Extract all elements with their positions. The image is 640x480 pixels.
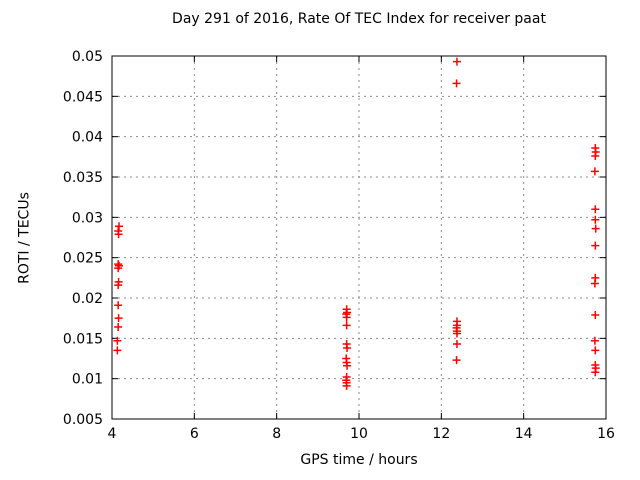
y-tick-label: 0.01	[72, 372, 103, 388]
x-axis-label: GPS time / hours	[300, 452, 418, 468]
y-tick-label: 0.045	[63, 89, 103, 105]
data-point-plus	[113, 346, 122, 355]
data-point-plus	[114, 281, 123, 290]
data-point-plus	[452, 356, 461, 365]
y-tick-label: 0.015	[63, 331, 103, 347]
data-point-plus	[452, 79, 461, 88]
x-tick-label: 4	[108, 426, 117, 442]
x-tick-label: 12	[432, 426, 450, 442]
data-point-plus	[342, 381, 351, 390]
x-tick-label: 6	[190, 426, 199, 442]
data-point-plus	[452, 329, 461, 338]
y-tick-label: 0.02	[72, 291, 103, 307]
data-point-plus	[591, 205, 600, 214]
data-point-plus	[452, 339, 461, 348]
data-point-plus	[452, 57, 461, 66]
y-tick-label: 0.05	[72, 49, 103, 65]
data-point-plus	[342, 313, 351, 322]
data-point-plus	[590, 336, 599, 345]
data-point-plus	[114, 222, 123, 231]
data-point-plus	[113, 336, 122, 345]
chart-title: Day 291 of 2016, Rate Of TEC Index for r…	[172, 11, 546, 27]
y-tick-label: 0.025	[63, 251, 103, 267]
x-tick-label: 10	[350, 426, 368, 442]
data-point-plus	[591, 368, 600, 377]
data-point-plus	[114, 301, 123, 310]
x-tick-label: 16	[597, 426, 615, 442]
data-point-plus	[590, 167, 599, 176]
data-point-plus	[591, 152, 600, 161]
x-tick-label: 14	[515, 426, 533, 442]
y-tick-label: 0.03	[72, 210, 103, 226]
data-point-plus	[591, 224, 600, 233]
data-point-plus	[591, 241, 600, 250]
data-point-plus	[114, 264, 123, 273]
data-point-plus	[591, 346, 600, 355]
x-tick-label: 8	[272, 426, 281, 442]
data-point-plus	[114, 314, 123, 323]
data-point-plus	[591, 215, 600, 224]
data-point-plus	[591, 310, 600, 319]
data-point-plus	[114, 323, 123, 332]
y-tick-label: 0.005	[63, 412, 103, 428]
data-point-plus	[114, 230, 123, 239]
data-point-plus	[343, 361, 352, 370]
y-tick-label: 0.035	[63, 170, 103, 186]
data-point-plus	[590, 279, 599, 288]
data-point-plus	[342, 321, 351, 330]
data-point-plus	[343, 344, 352, 353]
y-tick-label: 0.04	[72, 130, 103, 146]
plot-border	[111, 55, 607, 420]
